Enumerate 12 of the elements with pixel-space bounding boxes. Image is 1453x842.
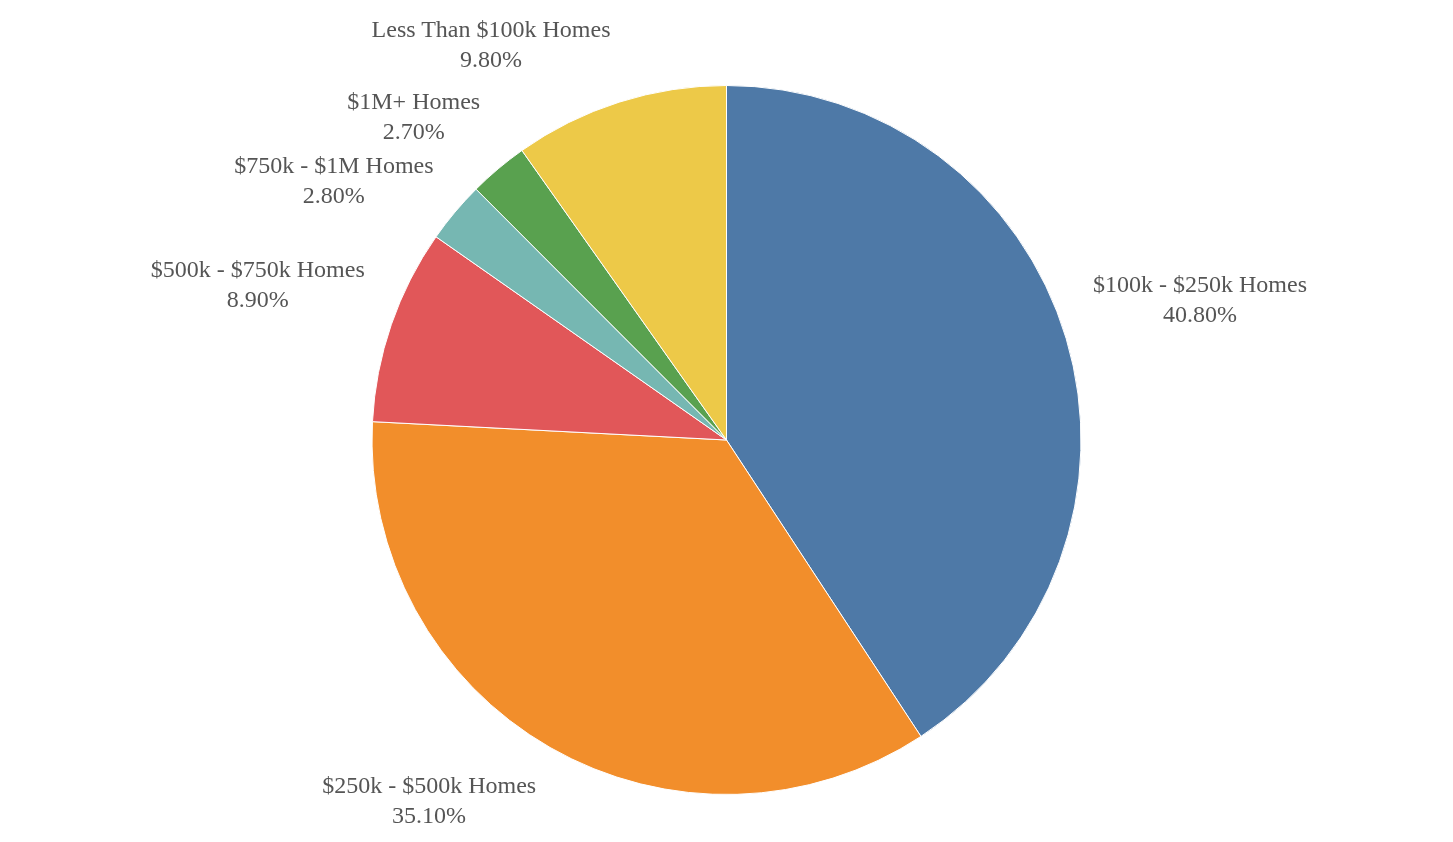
slice-label: $750k - $1M Homes xyxy=(234,151,434,178)
slice-label: $500k - $750k Homes xyxy=(150,255,365,282)
data-label: 8.90% xyxy=(226,285,289,312)
data-label: 35.10% xyxy=(392,802,467,829)
slice-label: $100k - $250k Homes xyxy=(1092,270,1307,297)
slice-label: $1M+ Homes xyxy=(347,87,481,114)
data-label: 9.80% xyxy=(460,45,523,72)
slice-label: Less Than $100k Homes xyxy=(371,15,611,42)
data-label: 2.70% xyxy=(382,117,445,144)
data-label: 2.80% xyxy=(302,181,365,208)
slice-label: $250k - $500k Homes xyxy=(322,772,537,799)
data-label: 40.80% xyxy=(1162,300,1237,327)
